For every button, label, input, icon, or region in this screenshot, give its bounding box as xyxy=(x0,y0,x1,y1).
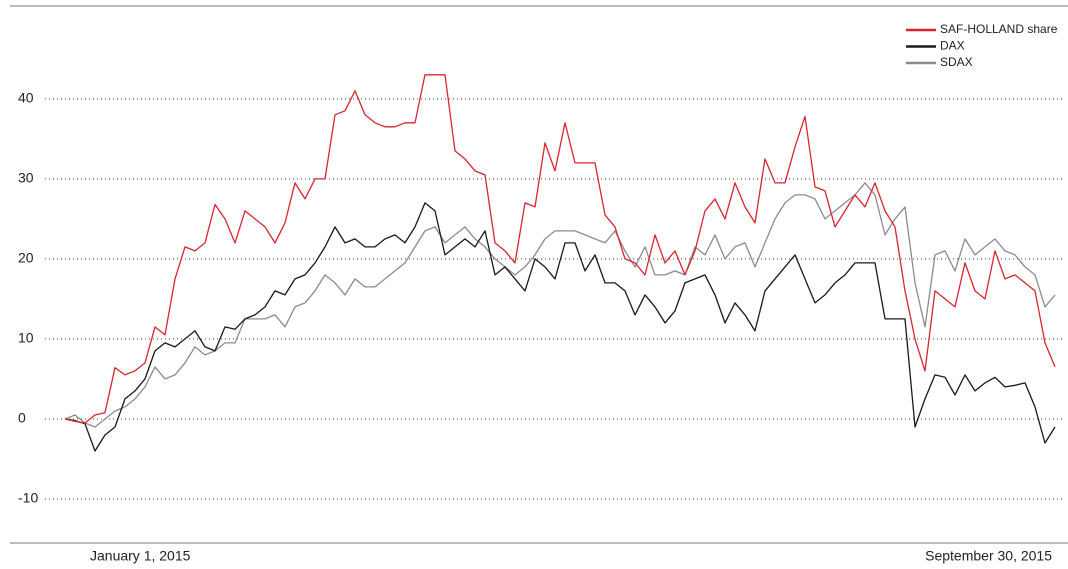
series-line xyxy=(64,182,1056,428)
legend-label: SDAX xyxy=(940,55,973,69)
x-tick-label: January 1, 2015 xyxy=(90,548,191,564)
y-tick-label: 0 xyxy=(18,410,26,426)
y-tick-label: 40 xyxy=(18,90,34,106)
y-tick-label: 20 xyxy=(18,250,34,266)
series-line xyxy=(64,202,1056,452)
y-tick-label: 10 xyxy=(18,330,34,346)
y-tick-label: 30 xyxy=(18,170,34,186)
legend-label: SAF-HOLLAND share xyxy=(940,22,1058,36)
legend-label: DAX xyxy=(940,39,965,53)
series-line xyxy=(64,74,1056,424)
x-tick-label: September 30, 2015 xyxy=(925,548,1052,564)
y-tick-label: -10 xyxy=(18,490,38,506)
